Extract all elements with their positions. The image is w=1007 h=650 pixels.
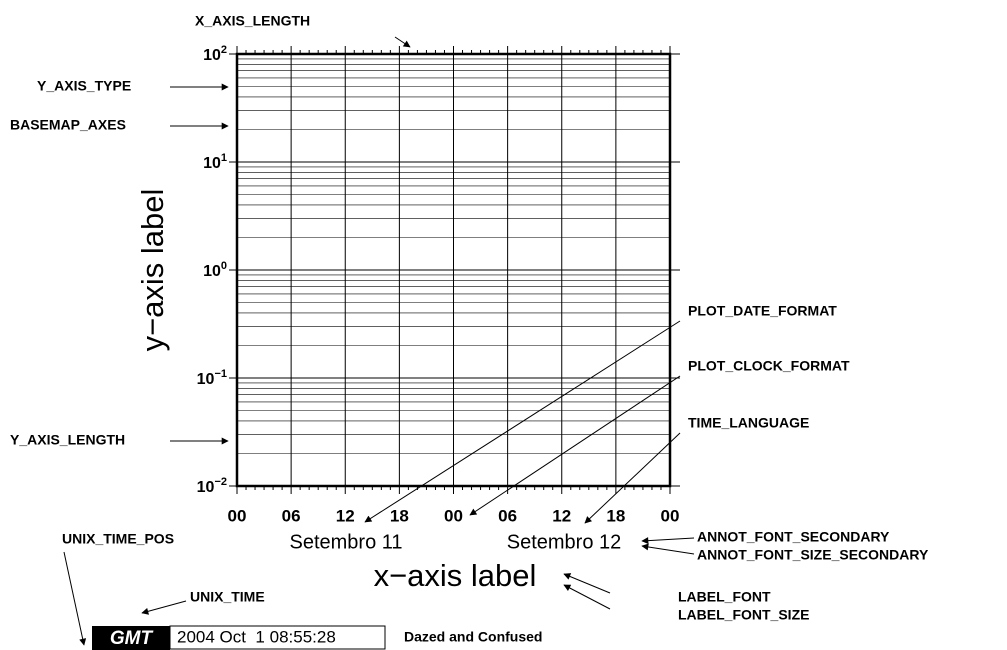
x-tick-label: 18 bbox=[390, 506, 409, 525]
annotation: Y_AXIS_TYPE bbox=[37, 78, 131, 94]
annotation: Y_AXIS_LENGTH bbox=[10, 432, 125, 448]
tick-exp: −2 bbox=[214, 476, 227, 488]
annotation: ANNOT_FONT_SECONDARY bbox=[697, 529, 890, 545]
y-tick-label: 102 bbox=[203, 44, 227, 64]
tick-exp: 0 bbox=[221, 260, 227, 272]
annotation: LABEL_FONT_SIZE bbox=[678, 607, 809, 623]
tick-base: 10 bbox=[203, 155, 221, 172]
arrow bbox=[469, 375, 681, 516]
tick-base: 10 bbox=[197, 371, 215, 388]
y-tick-label: 100 bbox=[203, 260, 227, 280]
arrow bbox=[364, 320, 681, 523]
annotation: UNIX_TIME bbox=[190, 589, 265, 605]
time-box bbox=[169, 625, 386, 650]
secondary-label: Setembro 11 bbox=[289, 531, 402, 553]
annotation: LABEL_FONT bbox=[678, 589, 771, 605]
arrow bbox=[641, 537, 695, 545]
logo-box bbox=[92, 626, 170, 650]
tick-exp: 2 bbox=[221, 44, 227, 56]
secondary-label: Setembro 12 bbox=[507, 531, 622, 553]
x-tick-label: 12 bbox=[552, 506, 571, 525]
arrow bbox=[563, 584, 611, 610]
y-axis-label: y−axis label bbox=[135, 189, 170, 352]
x-tick-label: 00 bbox=[661, 506, 680, 525]
y-tick-label: 10−2 bbox=[197, 476, 227, 496]
x-axis-label: x−axis label bbox=[374, 558, 537, 593]
tick-exp: 1 bbox=[221, 152, 227, 164]
timestamp-title: Dazed and Confused bbox=[404, 629, 542, 645]
tick-base: 10 bbox=[203, 47, 221, 64]
annotation: UNIX_TIME_POS bbox=[62, 531, 174, 547]
arrow bbox=[641, 543, 695, 555]
annotation: PLOT_DATE_FORMAT bbox=[688, 303, 837, 319]
arrow bbox=[394, 36, 411, 48]
y-tick-label: 101 bbox=[203, 152, 227, 172]
logo: GMT bbox=[110, 628, 154, 649]
tick-exp: −1 bbox=[214, 368, 227, 380]
annotation: BASEMAP_AXES bbox=[10, 117, 126, 133]
x-tick-label: 06 bbox=[498, 506, 517, 525]
annotation: PLOT_CLOCK_FORMAT bbox=[688, 358, 850, 374]
annotation: X_AXIS_LENGTH bbox=[195, 13, 310, 29]
x-tick-label: 00 bbox=[444, 506, 463, 525]
timestamp-time: 2004 Oct 1 08:55:28 bbox=[177, 627, 336, 646]
frame bbox=[235, 52, 672, 488]
arrow bbox=[563, 573, 611, 594]
x-tick-label: 00 bbox=[228, 506, 247, 525]
x-tick-label: 18 bbox=[606, 506, 625, 525]
arrow bbox=[141, 600, 187, 615]
arrow bbox=[584, 432, 681, 524]
arrow bbox=[63, 551, 87, 646]
tick-base: 10 bbox=[203, 263, 221, 280]
y-tick-label: 10−1 bbox=[197, 368, 227, 388]
x-tick-label: 12 bbox=[336, 506, 355, 525]
annotation: ANNOT_FONT_SIZE_SECONDARY bbox=[697, 547, 929, 563]
tick-base: 10 bbox=[197, 479, 215, 496]
x-tick-label: 06 bbox=[282, 506, 301, 525]
annotation: TIME_LANGUAGE bbox=[688, 415, 809, 431]
